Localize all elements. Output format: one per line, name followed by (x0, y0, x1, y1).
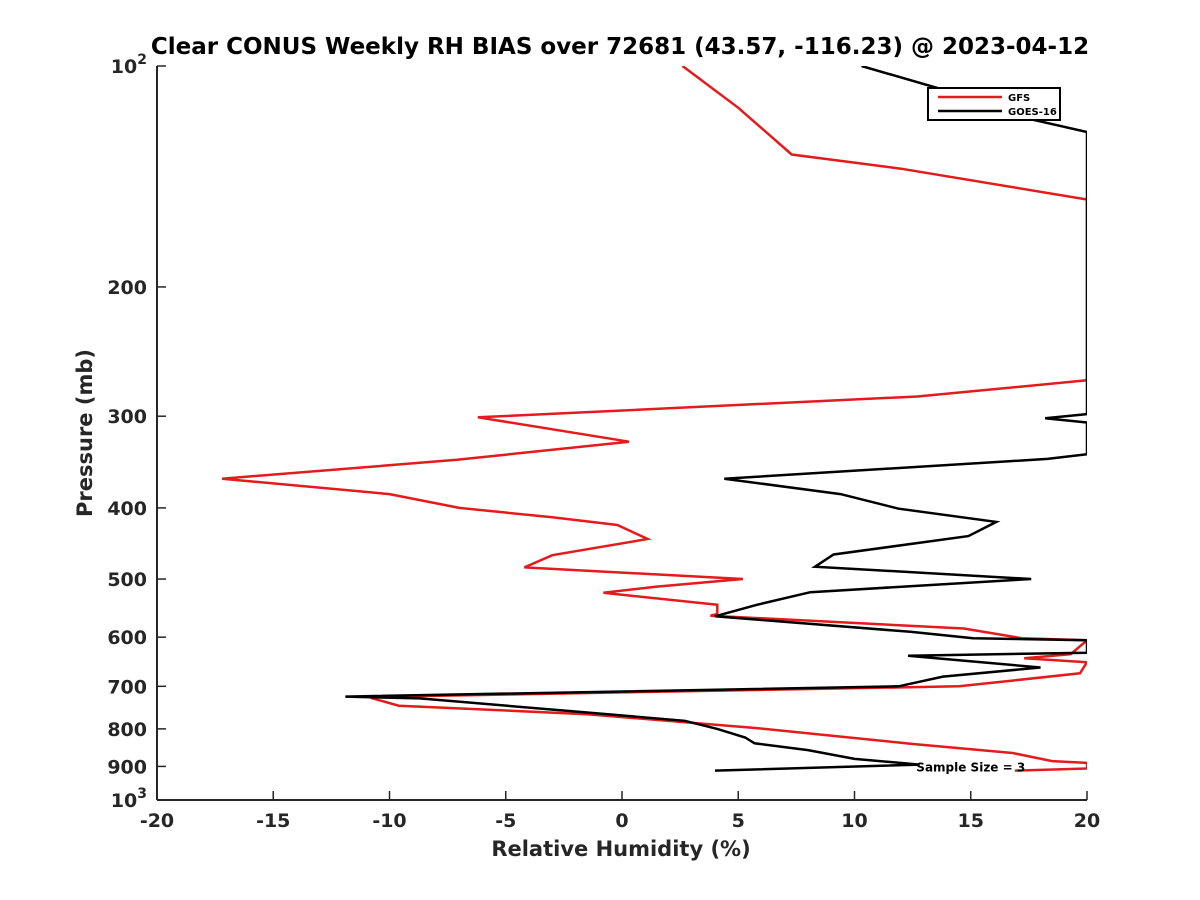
y-tick-label: 900 (107, 756, 147, 778)
y-tick-label: 700 (107, 676, 147, 698)
x-axis-label: Relative Humidity (%) (491, 837, 750, 861)
x-tick-label: 10 (841, 810, 867, 832)
sample-size-annotation: Sample Size = 3 (916, 760, 1025, 774)
x-tick-label: -5 (495, 810, 516, 832)
y-tick-label: 400 (107, 498, 147, 520)
x-tick-label: 5 (732, 810, 745, 832)
chart-title: Clear CONUS Weekly RH BIAS over 72681 (4… (151, 34, 1089, 60)
x-tick-label: 15 (958, 810, 984, 832)
legend: GFS GOES-16 (927, 87, 1061, 121)
y-tick-label: 600 (107, 627, 147, 649)
x-tick-label: -20 (140, 810, 174, 832)
y-tick-label: 200 (107, 277, 147, 299)
y-tick-label: 103 (111, 786, 147, 812)
legend-label: GFS (1008, 93, 1030, 104)
series-line-goes-16 (345, 66, 1087, 772)
legend-box (927, 87, 1061, 121)
y-tick-label: 102 (111, 52, 147, 78)
x-tick-label: -15 (256, 810, 290, 832)
y-tick-label: 500 (107, 569, 147, 591)
y-tick-label: 800 (107, 719, 147, 741)
series-layer (221, 66, 1087, 772)
y-axis-label: Pressure (mb) (73, 349, 97, 517)
x-tick-label: 20 (1074, 810, 1100, 832)
legend-label: GOES-16 (1008, 107, 1057, 118)
x-axis-ticks: -20 -15 -10 -5 0 5 10 15 20 (140, 791, 1100, 832)
x-tick-label: -10 (372, 810, 406, 832)
y-axis-ticks: 102 200 300 400 500 600 700 800 900 103 (107, 52, 166, 812)
series-line-gfs (221, 66, 1087, 772)
x-tick-label: 0 (615, 810, 628, 832)
y-tick-label: 300 (107, 406, 147, 428)
